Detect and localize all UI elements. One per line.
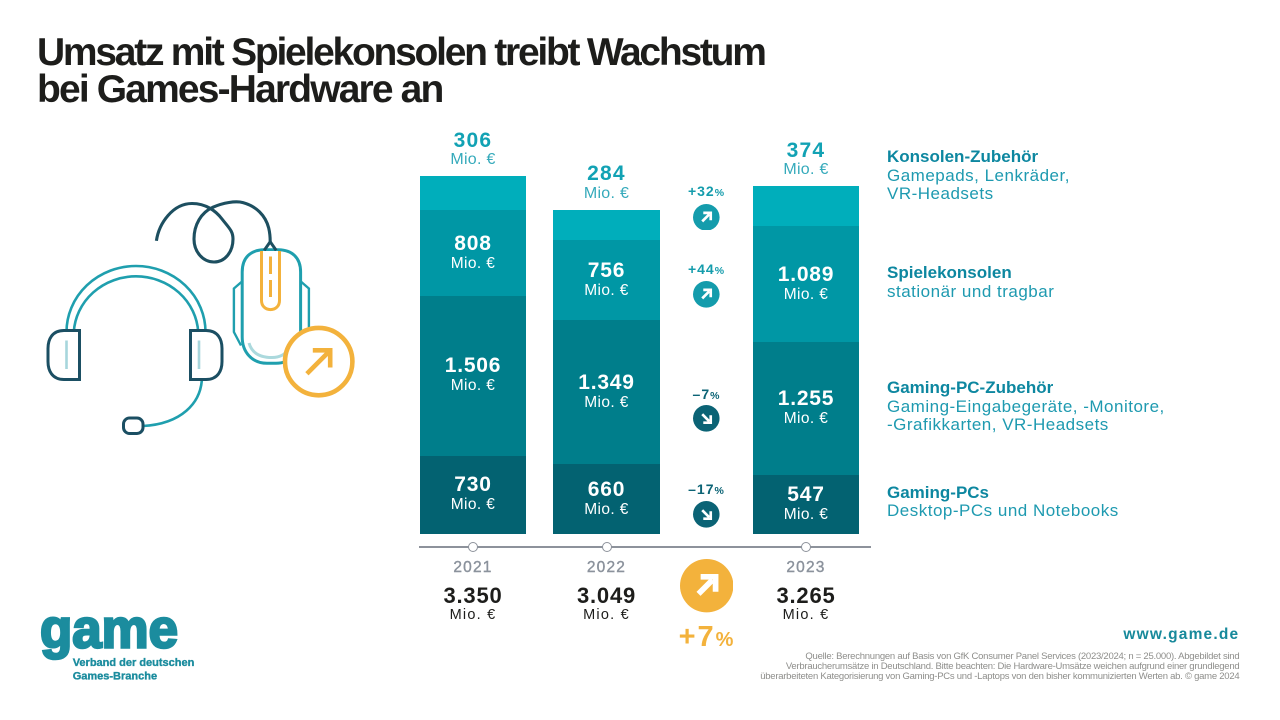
svg-text:Games-Branche: Games-Branche [73, 671, 157, 683]
svg-text:game: game [40, 600, 178, 659]
svg-text:Verband der deutschen: Verband der deutschen [73, 657, 195, 669]
